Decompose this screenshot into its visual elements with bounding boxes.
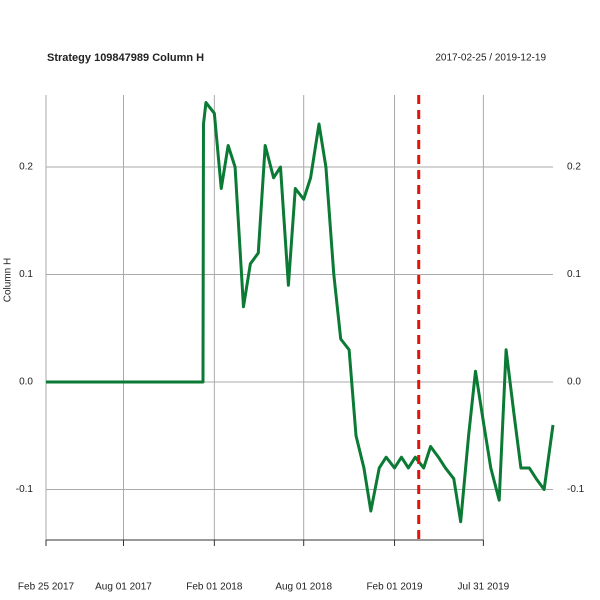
series-line — [46, 101, 555, 524]
x-tick-label: Jul 31 2019 — [458, 582, 510, 593]
chart-title: Strategy 109847989 Column H — [47, 52, 204, 64]
x-tick-label: Feb 25 2017 — [18, 582, 75, 593]
chart-subtitle: 2017-02-25 / 2019-12-19 — [435, 53, 546, 64]
x-tick-label: Feb 01 2019 — [366, 582, 423, 593]
y-tick-label-right: -0.1 — [567, 484, 585, 495]
x-tick-label: Aug 01 2018 — [275, 582, 332, 593]
y-tick-label: 0.0 — [19, 377, 33, 388]
y-tick-label-right: 0.2 — [567, 162, 581, 173]
y-tick-label: 0.1 — [19, 269, 33, 280]
y-tick-label: 0.2 — [19, 162, 33, 173]
x-tick-label: Feb 01 2018 — [186, 582, 243, 593]
x-tick-label: Aug 01 2017 — [95, 582, 152, 593]
y-tick-label-right: 0.1 — [567, 269, 581, 280]
y-axis-label: Column H — [3, 258, 14, 302]
y-tick-label-right: 0.0 — [567, 377, 581, 388]
y-tick-label: -0.1 — [16, 484, 34, 495]
